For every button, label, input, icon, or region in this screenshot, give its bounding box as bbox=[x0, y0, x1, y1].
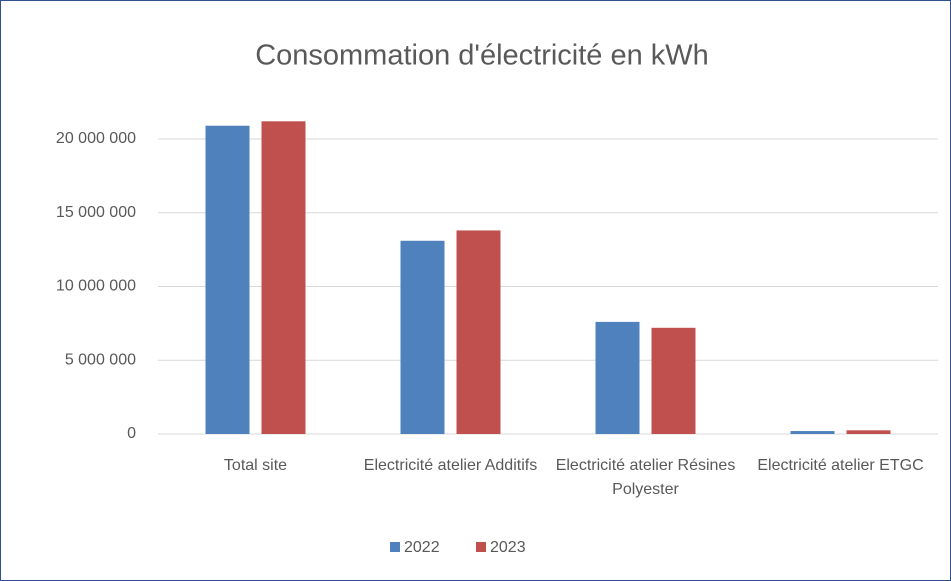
bar bbox=[846, 430, 891, 434]
y-tick-label: 0 bbox=[127, 425, 136, 442]
bar bbox=[261, 121, 306, 435]
legend-label: 2023 bbox=[490, 539, 526, 556]
y-tick-label: 10 000 000 bbox=[56, 278, 136, 295]
y-tick-label: 15 000 000 bbox=[56, 204, 136, 221]
bar bbox=[790, 431, 835, 434]
bar bbox=[205, 125, 250, 434]
chart-title: Consommation d'électricité en kWh bbox=[255, 40, 709, 72]
y-tick-label: 5 000 000 bbox=[65, 351, 136, 368]
bar bbox=[595, 321, 640, 434]
bar bbox=[400, 240, 445, 434]
y-tick-label: 20 000 000 bbox=[56, 130, 136, 147]
bar bbox=[651, 327, 696, 434]
x-tick-label: Electricité atelier Résines Polyester bbox=[555, 457, 736, 498]
x-tick-label: Total site bbox=[223, 457, 288, 474]
legend-swatch bbox=[476, 542, 486, 552]
bar bbox=[456, 230, 501, 434]
legend-swatch bbox=[390, 542, 400, 552]
x-tick-label: Electricité atelier ETGC bbox=[757, 457, 924, 474]
x-tick-label: Electricité atelier Additifs bbox=[363, 457, 538, 474]
legend-label: 2022 bbox=[404, 539, 440, 556]
